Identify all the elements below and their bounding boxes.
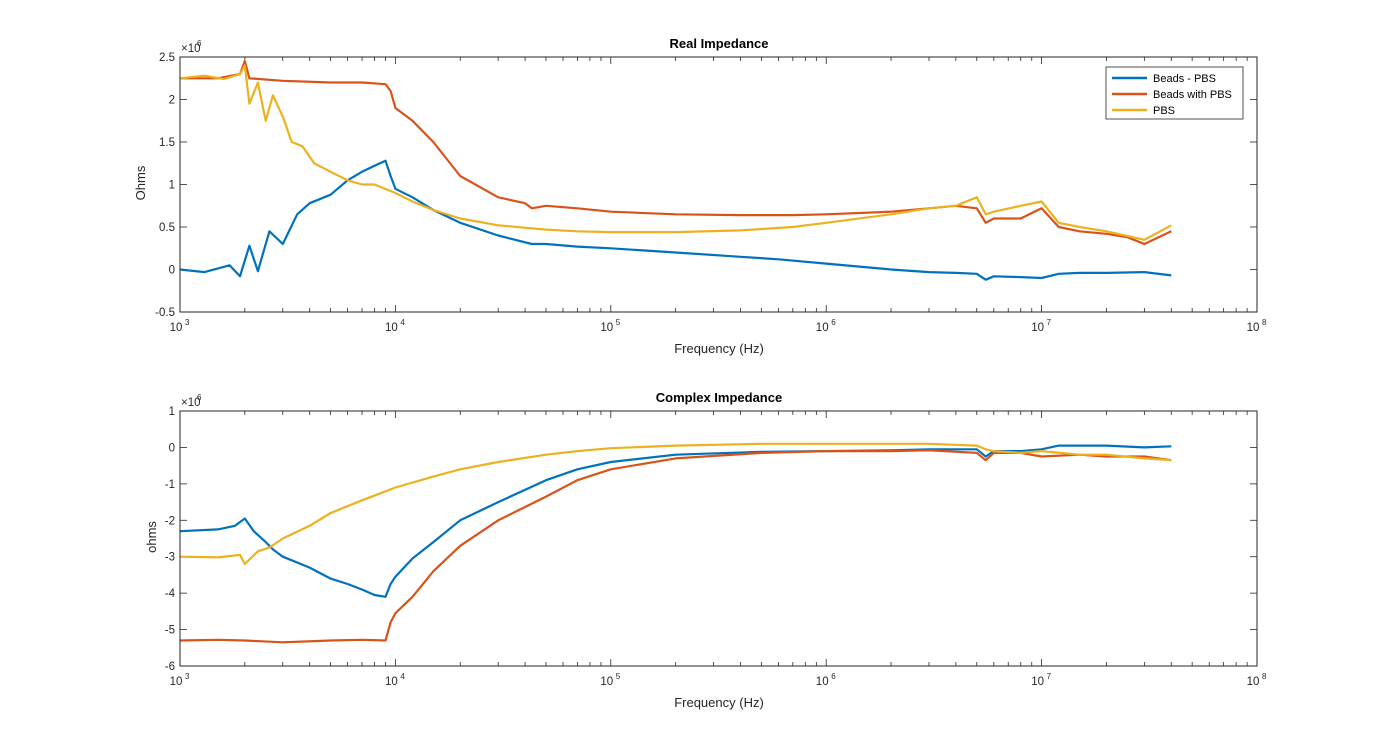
legend-entry: Beads - PBS [1112, 73, 1216, 85]
plot-lines [179, 442, 1172, 644]
y-axis-label: ohms [144, 521, 159, 553]
y-tick-label: -4 [165, 588, 176, 600]
y-axis-label: Ohms [133, 165, 148, 200]
x-tick-label: 10 6 [816, 672, 836, 688]
svg-text:10: 10 [1247, 676, 1260, 688]
x-axis-label: Frequency (Hz) [674, 695, 764, 710]
y-tick-label: -3 [165, 552, 175, 564]
y-tick-label: 0.5 [159, 222, 175, 234]
real-impedance-axes: Real Impedance Frequency (Hz) Ohms ×10 6… [133, 36, 1267, 356]
y-tick-label: 2.5 [159, 52, 175, 64]
y-multiplier: ×10 6 [181, 39, 202, 55]
svg-text:10: 10 [1247, 322, 1260, 334]
svg-text:5: 5 [616, 318, 621, 327]
chart-title: Complex Impedance [656, 390, 782, 405]
y-tick-label: 0 [169, 442, 175, 454]
y-tick-label: -5 [165, 625, 175, 637]
x-tick-label: 10 6 [816, 318, 836, 334]
svg-text:3: 3 [185, 672, 190, 681]
svg-text:7: 7 [1047, 672, 1052, 681]
svg-text:6: 6 [831, 672, 836, 681]
svg-text:5: 5 [616, 672, 621, 681]
y-tick-label: -1 [165, 479, 175, 491]
x-tick-labels: 10 3 10 4 10 5 10 6 10 7 10 8 [170, 672, 1267, 688]
x-tick-label: 10 8 [1247, 672, 1267, 688]
y-tick-label: -0.5 [155, 307, 175, 319]
x-tick-label: 10 8 [1247, 318, 1267, 334]
svg-text:4: 4 [400, 672, 405, 681]
complex-impedance-axes: Complex Impedance Frequency (Hz) ohms ×1… [144, 390, 1267, 710]
svg-text:6: 6 [831, 318, 836, 327]
series-line-pbs [179, 442, 1172, 566]
svg-text:8: 8 [1262, 318, 1267, 327]
svg-text:8: 8 [1262, 672, 1267, 681]
svg-text:10: 10 [600, 676, 613, 688]
x-tick-label: 10 5 [600, 318, 620, 334]
svg-text:7: 7 [1047, 318, 1052, 327]
y-multiplier: ×10 6 [181, 393, 202, 409]
y-tick-labels: -0.5 0 0.5 1 1.5 2 2.5 [155, 52, 175, 319]
svg-text:Beads - PBS: Beads - PBS [1153, 73, 1216, 85]
svg-text:10: 10 [170, 322, 183, 334]
y-tick-label: 1 [169, 180, 175, 192]
chart-title: Real Impedance [670, 36, 769, 51]
x-tick-labels: 10 3 10 4 10 5 10 6 10 7 10 8 [170, 318, 1267, 334]
svg-text:10: 10 [1031, 676, 1044, 688]
svg-text:PBS: PBS [1153, 105, 1175, 117]
axes-box [179, 56, 1258, 313]
svg-text:×10: ×10 [181, 397, 201, 409]
x-tick-label: 10 4 [385, 672, 405, 688]
svg-text:10: 10 [385, 676, 398, 688]
x-tick-label: 10 5 [600, 672, 620, 688]
svg-text:6: 6 [197, 393, 202, 402]
series-line-beads-with-pbs [180, 60, 1172, 246]
axes-box [179, 410, 1258, 667]
svg-text:×10: ×10 [181, 43, 201, 55]
y-tick-label: -6 [165, 661, 175, 673]
x-tick-label: 10 4 [385, 318, 405, 334]
y-tick-labels: -6 -5 -4 -3 -2 -1 0 1 [165, 406, 176, 673]
svg-text:10: 10 [816, 676, 829, 688]
svg-text:10: 10 [1031, 322, 1044, 334]
svg-text:Beads with PBS: Beads with PBS [1153, 89, 1232, 101]
svg-text:10: 10 [385, 322, 398, 334]
svg-text:3: 3 [185, 318, 190, 327]
y-tick-label: 1 [169, 406, 175, 418]
svg-text:10: 10 [170, 676, 183, 688]
x-axis-label: Frequency (Hz) [674, 341, 764, 356]
x-tick-label: 10 7 [1031, 318, 1051, 334]
plot-lines [179, 60, 1172, 281]
y-tick-label: 2 [169, 95, 175, 107]
y-tick-label: 1.5 [159, 137, 175, 149]
svg-text:6: 6 [197, 39, 202, 48]
y-tick-label: -2 [165, 515, 175, 527]
svg-text:4: 4 [400, 318, 405, 327]
y-tick-label: 0 [169, 265, 175, 277]
svg-text:10: 10 [816, 322, 829, 334]
legend-entry: PBS [1112, 105, 1175, 117]
legend: Beads - PBS Beads with PBS PBS [1105, 66, 1244, 120]
legend-entry: Beads with PBS [1112, 89, 1232, 101]
x-tick-label: 10 7 [1031, 672, 1051, 688]
series-line-pbs [179, 64, 1172, 241]
x-tick-label: 10 3 [170, 318, 190, 334]
series-line-beads-pbs [179, 159, 1172, 281]
x-tick-label: 10 3 [170, 672, 190, 688]
svg-text:10: 10 [600, 322, 613, 334]
